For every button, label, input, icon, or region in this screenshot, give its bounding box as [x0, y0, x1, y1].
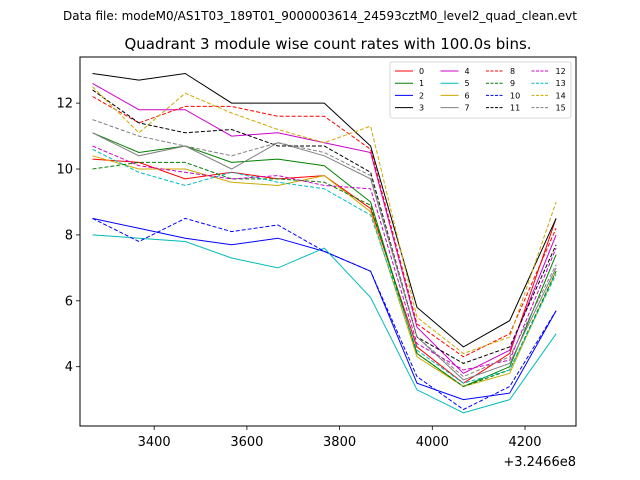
y-tick-label-12: 12	[56, 97, 73, 112]
legend-label-3: 3	[419, 104, 424, 113]
series-line-0	[92, 158, 557, 384]
x-offset-label: +3.2466e8	[503, 455, 576, 470]
series-line-2	[92, 217, 557, 401]
legend-label-10: 10	[510, 91, 520, 100]
series-line-6	[92, 155, 557, 388]
legend-label-14: 14	[556, 91, 566, 100]
y-tick-label-8: 8	[65, 228, 73, 243]
series-line-15	[92, 119, 557, 378]
legend-label-9: 9	[510, 79, 515, 88]
plot-frame	[79, 56, 577, 427]
legend-label-5: 5	[465, 79, 470, 88]
x-tick-label-4200: 4200	[508, 435, 541, 450]
series-line-14	[92, 86, 557, 355]
series-line-12	[92, 145, 557, 371]
y-tick-label-10: 10	[56, 163, 73, 178]
legend-label-7: 7	[465, 104, 470, 113]
legend-box	[389, 61, 572, 119]
legend-label-1: 1	[419, 79, 424, 88]
series-line-4	[92, 82, 557, 374]
series-line-8	[92, 96, 557, 358]
series-line-5	[92, 234, 557, 414]
y-tick-label-6: 6	[65, 294, 73, 309]
series-line-13	[92, 148, 557, 384]
chart-title: Quadrant 3 module wise count rates with …	[124, 35, 531, 53]
axis-ticks: 3400 3600 3800 4000 4200 4 6 8 10 12	[56, 97, 541, 450]
x-tick-label-3400: 3400	[138, 435, 171, 450]
legend-label-13: 13	[556, 79, 566, 88]
legend-label-12: 12	[556, 67, 566, 76]
series-layer	[92, 72, 557, 414]
x-tick-label-4000: 4000	[416, 435, 449, 450]
series-line-7	[92, 132, 557, 381]
chart-supertitle: Data file: modeM0/AS1T03_189T01_90000036…	[63, 9, 577, 23]
legend-label-0: 0	[419, 67, 424, 76]
series-line-9	[92, 161, 557, 388]
legend-label-6: 6	[465, 91, 470, 100]
series-line-3	[92, 72, 557, 348]
series-line-1	[92, 132, 557, 388]
series-line-10	[92, 217, 557, 411]
x-tick-label-3800: 3800	[323, 435, 356, 450]
y-tick-label-4: 4	[65, 360, 73, 375]
x-tick-label-3600: 3600	[230, 435, 263, 450]
legend-label-15: 15	[556, 104, 566, 113]
series-line-11	[92, 89, 557, 364]
legend-label-4: 4	[465, 67, 470, 76]
legend-label-2: 2	[419, 91, 424, 100]
legend-label-11: 11	[510, 104, 520, 113]
legend-label-8: 8	[510, 67, 515, 76]
